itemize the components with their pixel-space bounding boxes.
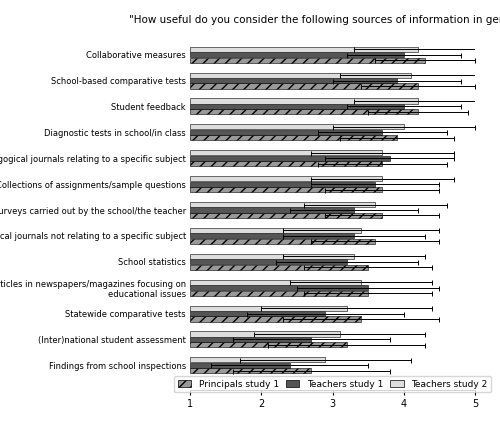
Bar (190, 363, 290, 368)
Bar (190, 207, 354, 213)
Legend: Principals study 1, Teachers study 1, Teachers study 2: Principals study 1, Teachers study 1, Te… (174, 376, 491, 392)
Bar (190, 135, 396, 140)
Bar (190, 109, 418, 114)
Bar (190, 52, 404, 57)
Bar (190, 47, 418, 52)
Bar (190, 130, 382, 135)
Bar (190, 306, 347, 311)
Bar (190, 73, 411, 78)
Bar (190, 357, 326, 362)
Bar (190, 259, 347, 265)
Bar (190, 202, 375, 207)
Bar (190, 368, 311, 373)
Bar (190, 254, 354, 259)
Bar (190, 233, 354, 239)
Bar (190, 58, 425, 63)
Bar (190, 124, 404, 129)
Bar (190, 285, 368, 290)
Bar (190, 150, 382, 155)
Bar (190, 187, 382, 192)
Bar (190, 239, 375, 244)
Bar (190, 317, 361, 322)
Bar (190, 228, 361, 233)
Bar (190, 331, 340, 336)
Bar (190, 280, 361, 285)
Title: "How useful do you consider the following sources of information in general?": "How useful do you consider the followin… (129, 15, 500, 26)
Bar (190, 155, 390, 161)
Bar (190, 176, 382, 181)
Bar (190, 337, 311, 342)
Bar (190, 78, 396, 83)
Bar (190, 98, 418, 103)
Bar (190, 213, 382, 218)
Bar (190, 291, 368, 296)
Bar (190, 104, 404, 109)
Bar (190, 343, 347, 347)
Bar (190, 161, 382, 166)
Bar (190, 181, 375, 187)
Bar (190, 311, 326, 316)
Bar (190, 84, 418, 89)
Bar (190, 265, 368, 270)
